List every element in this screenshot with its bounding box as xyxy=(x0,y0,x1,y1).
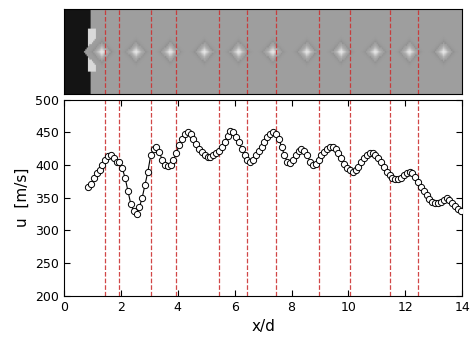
Y-axis label: u  [m/s]: u [m/s] xyxy=(15,168,29,227)
X-axis label: x/d: x/d xyxy=(251,319,275,334)
